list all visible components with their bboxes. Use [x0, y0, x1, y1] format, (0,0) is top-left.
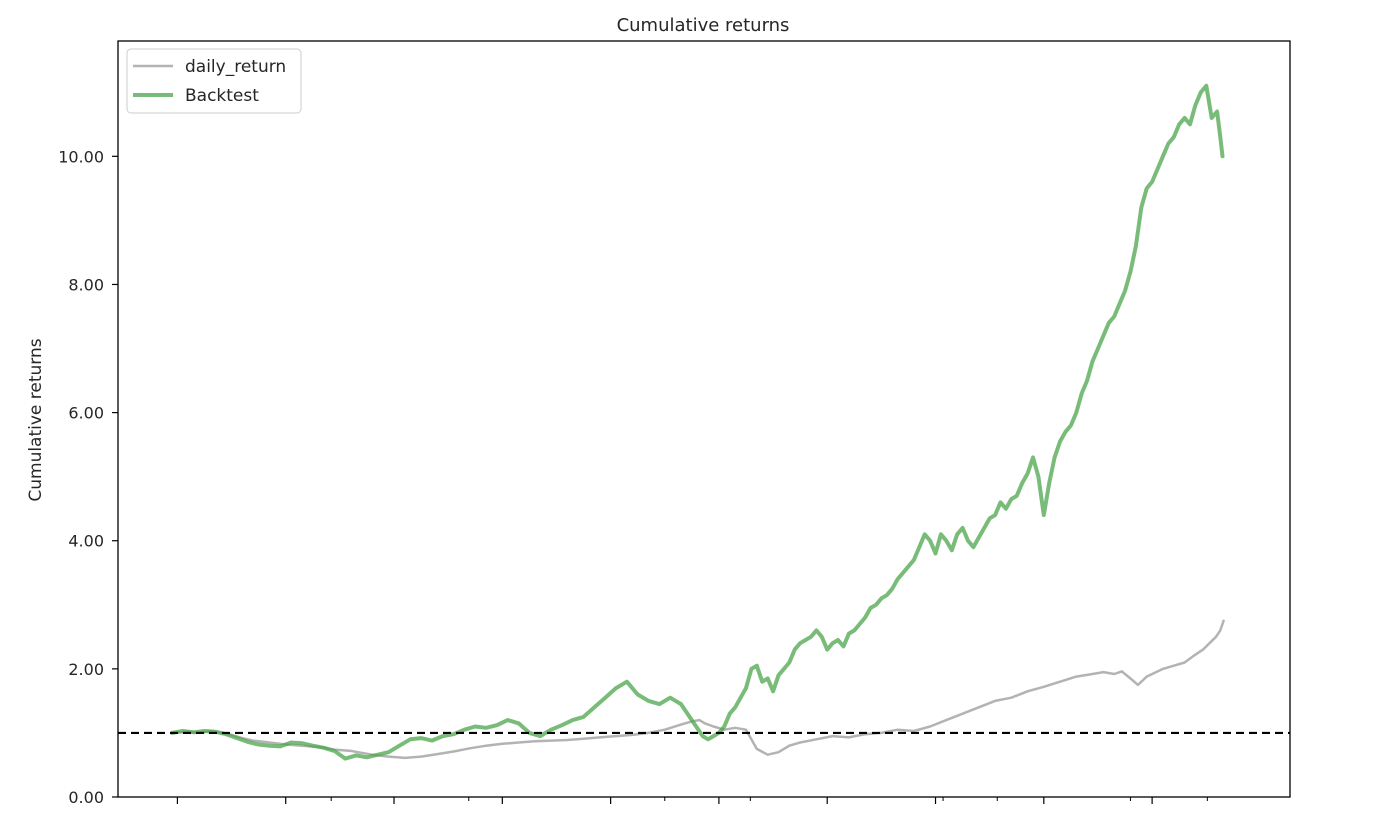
- plot-frame: [117, 40, 1291, 798]
- series-line-daily-return: [170, 619, 1225, 760]
- y-axis-label: Cumulative returns: [26, 338, 46, 501]
- y-tick-label: 10.00: [58, 147, 104, 166]
- legend-label-backtest: Backtest: [185, 86, 259, 106]
- plot-area: [118, 83, 1290, 761]
- legend-label-daily-return: daily_return: [185, 57, 286, 77]
- chart-title: Cumulative returns: [617, 15, 790, 36]
- y-tick-label: 6.00: [68, 404, 104, 423]
- y-tick-label: 2.00: [68, 660, 104, 679]
- y-axis: 0.00 2.00 4.00 6.00 8.00 10.00: [58, 147, 118, 807]
- y-tick-label: 8.00: [68, 275, 104, 294]
- legend: daily_return Backtest: [126, 48, 302, 114]
- y-tick-label: 0.00: [68, 788, 104, 807]
- series-line-backtest: [170, 83, 1225, 761]
- y-tick-label: 4.00: [68, 532, 104, 551]
- x-axis: [176, 797, 1208, 804]
